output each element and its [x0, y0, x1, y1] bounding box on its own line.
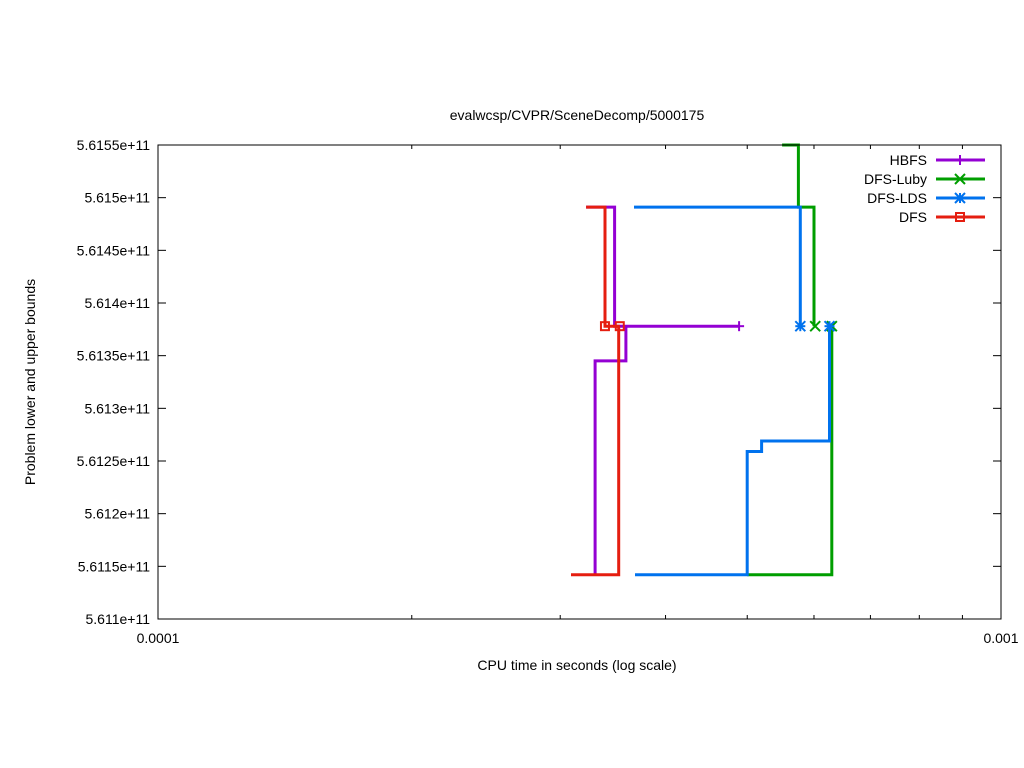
legend-entry-dfs-luby: DFS-Luby	[864, 171, 985, 187]
series-point-hbfs	[734, 321, 745, 332]
y-tick-label: 5.6155e+11	[77, 137, 151, 153]
plot-frame	[157, 144, 1002, 620]
legend-entry-dfs-lds: DFS-LDS	[867, 190, 985, 206]
chart-title: evalwcsp/CVPR/SceneDecomp/5000175	[450, 107, 705, 123]
legend-label: DFS	[899, 209, 927, 225]
series-line-dfs	[586, 205, 620, 328]
y-tick-label: 5.6115e+11	[78, 558, 150, 574]
y-tick-label: 5.612e+11	[84, 506, 150, 522]
series-line-dfs	[571, 326, 621, 577]
x-axis-label: CPU time in seconds (log scale)	[477, 657, 676, 673]
x-tick-label: 0.001	[983, 630, 1018, 646]
series-point-dfs-luby	[809, 320, 821, 332]
y-tick-label: 5.615e+11	[84, 190, 150, 206]
series-layer	[571, 143, 838, 577]
legend-entry-dfs: DFS	[899, 209, 985, 225]
series-point-dfs	[599, 321, 610, 332]
series-point-dfs-lds	[794, 320, 807, 332]
x-tick-label: 0.0001	[137, 630, 180, 646]
series-line-hbfs	[593, 326, 628, 575]
ticks-layer: 5.611e+11 5.6115e+11 5.612e+11 5.6125e+11 5.…	[77, 137, 1019, 646]
series-line-dfs-lds	[634, 205, 802, 327]
series-point-dfs-lds	[823, 320, 836, 332]
legend-label: DFS-LDS	[867, 190, 927, 206]
series-dfs-luby	[747, 143, 838, 577]
series-line-hbfs	[586, 205, 740, 328]
legend-entry-hbfs: HBFS	[890, 152, 985, 168]
y-tick-label: 5.611e+11	[86, 611, 151, 627]
y-tick-label: 5.6125e+11	[77, 453, 151, 469]
legend-marker	[955, 212, 965, 222]
series-line-dfs-luby	[747, 326, 834, 577]
y-tick-label: 5.613e+11	[84, 400, 150, 416]
y-tick-label: 5.6145e+11	[77, 242, 151, 258]
legend-label: DFS-Luby	[864, 171, 927, 187]
series-line-dfs-luby	[782, 143, 816, 327]
y-tick-label: 5.614e+11	[84, 295, 150, 311]
legend-label: HBFS	[890, 152, 927, 168]
y-axis-label: Problem lower and upper bounds	[22, 279, 38, 485]
series-dfs	[571, 205, 625, 577]
legend-marker	[954, 173, 966, 185]
series-point-dfs	[614, 321, 625, 332]
series-hbfs	[586, 205, 745, 575]
legend: HBFS DFS-Luby DFS-LDS DFS	[864, 152, 985, 225]
series-dfs-lds	[634, 205, 836, 577]
series-line-dfs-lds	[635, 326, 831, 577]
legend-marker	[955, 155, 965, 165]
legend-marker	[954, 192, 966, 204]
y-tick-label: 5.6135e+11	[77, 348, 151, 364]
